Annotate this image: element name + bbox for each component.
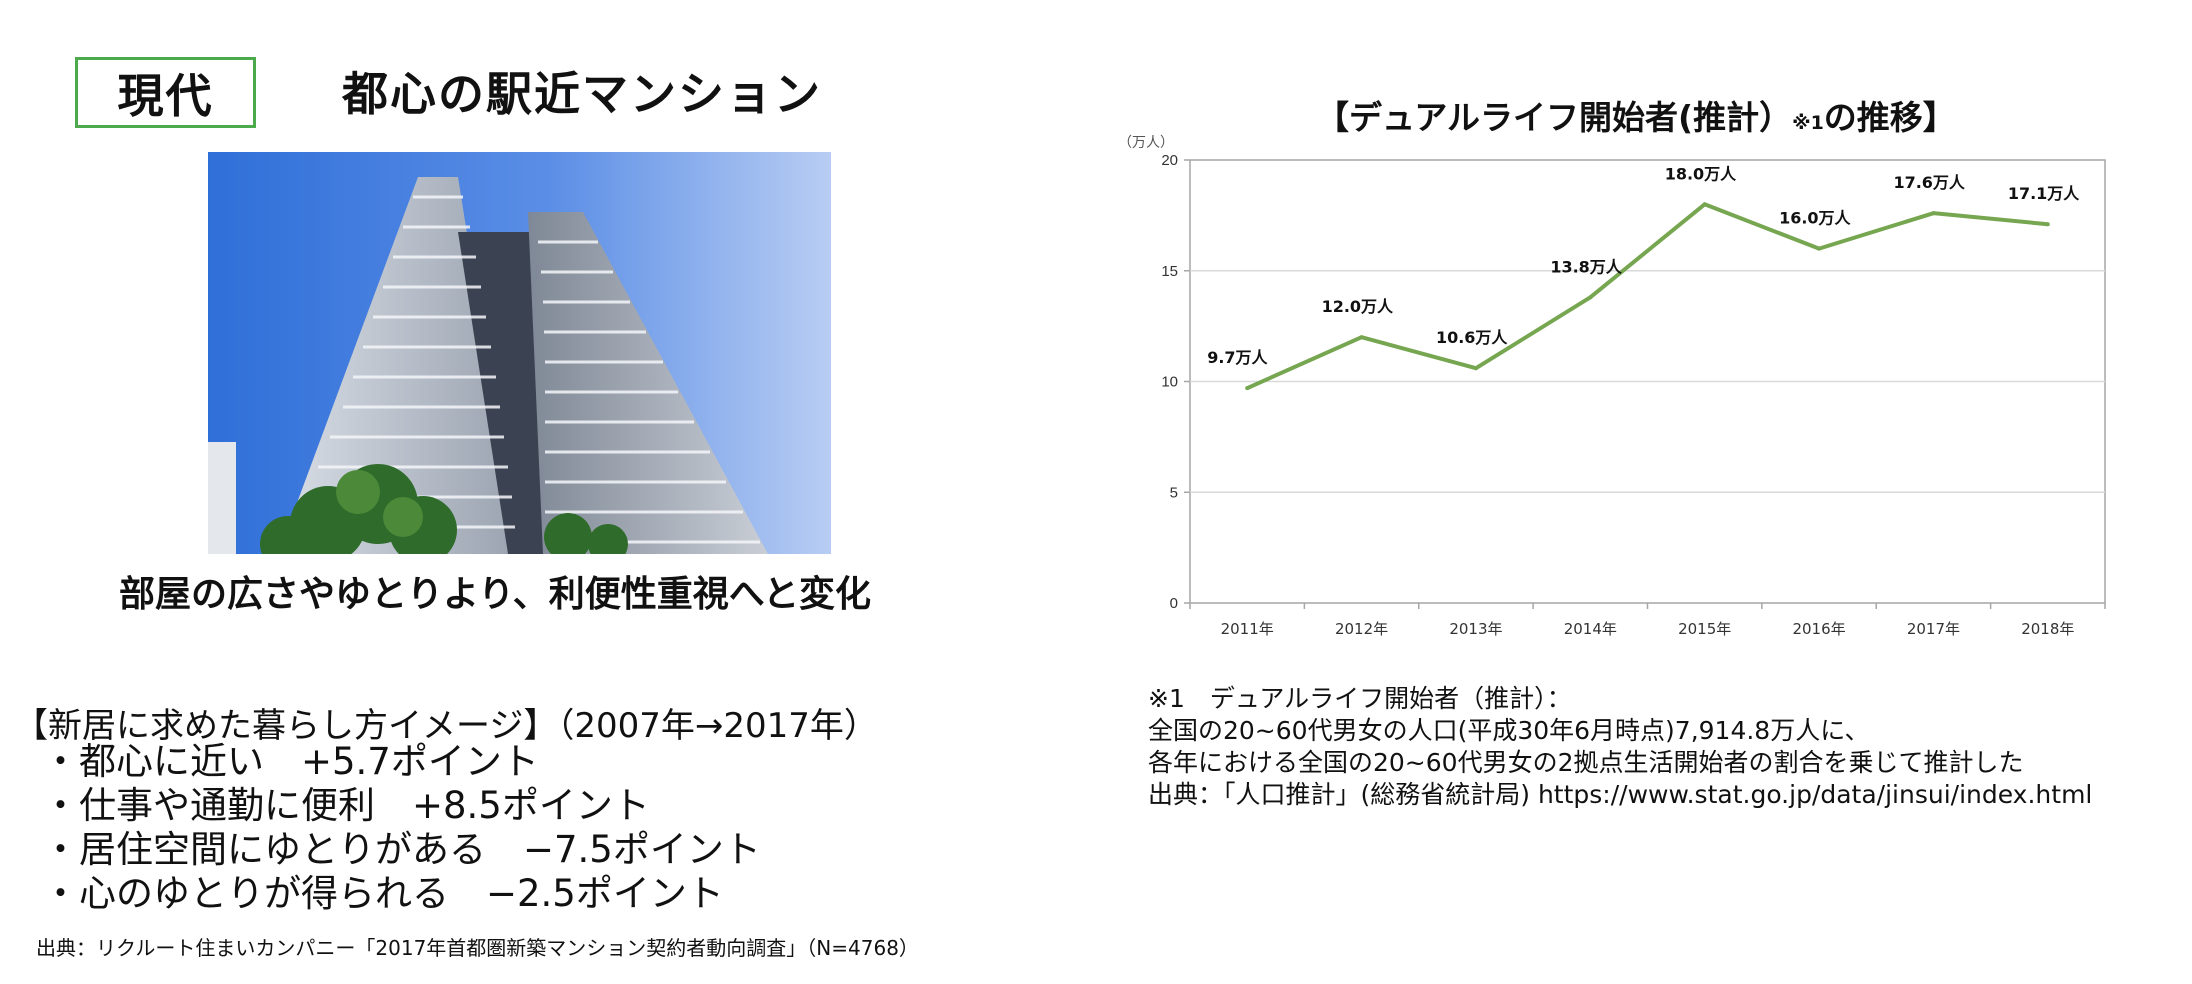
chart-title: 【デュアルライフ開始者(推計）※1の推移】 [1316,91,1956,139]
x-tick-label: 2018年 [2021,620,2074,638]
data-point [1245,386,1250,391]
data-label: 17.1万人 [2008,184,2080,203]
chart-notes: ※1 デュアルライフ開始者（推計）： 全国の20~60代男女の人口(平成30年6… [1148,683,2092,811]
x-tick-label: 2011年 [1221,620,1274,638]
data-point [1702,202,1707,207]
line-chart: 0 5 10 15 20（万人） 2011年 2012年 2013年 2014年 2015年 201… [1118,135,2106,638]
data-label: 16.0万人 [1779,209,1851,228]
note-line-4: 出典：「人口推計」(総務省統計局) https://www.stat.go.jp… [1148,780,2093,809]
y-tick-label: 20 [1161,152,1178,169]
list-item: ・居住空間にゆとりがある −7.5ポイント [42,828,761,871]
era-label: 現代 [117,68,214,123]
tower-mansion-photo [208,152,831,554]
note-line-2: 全国の20~60代男女の人口(平成30年6月時点)7,914.8万人に、 [1148,716,1870,745]
x-tick-label: 2014年 [1564,620,1617,638]
list-item: ・仕事や通勤に便利 +8.5ポイント [42,784,650,827]
data-label: 12.0万人 [1322,297,1394,316]
data-label: 17.6万人 [1893,173,1965,192]
y-tick-label: 10 [1161,374,1178,391]
x-tick-label: 2013年 [1449,620,1502,638]
data-label: 9.7万人 [1207,348,1268,367]
x-tick-label: 2016年 [1792,620,1845,638]
data-label: 10.6万人 [1436,328,1508,347]
survey-heading: 【新居に求めた暮らし方イメージ】（2007年→2017年） [14,706,878,746]
survey-source: 出典：リクルート住まいカンパニー「2017年首都圏新築マンション契約者動向調査」… [36,936,919,960]
data-label: 13.8万人 [1550,257,1622,276]
chart-title-end: の推移】 [1823,98,1956,137]
data-point [1817,246,1822,251]
chart-title-note: ※1 [1792,112,1824,134]
era-label-box: 現代 [75,57,256,128]
list-item: ・都心に近い +5.7ポイント [42,740,539,783]
chart-title-main: 【デュアルライフ開始者(推計） [1316,98,1793,137]
photo-caption: 部屋の広さやゆとりより、利便性重視へと変化 [118,574,872,615]
data-point [1588,295,1593,300]
note-line-3: 各年における全国の20~60代男女の2拠点生活開始者の割合を乗じて推計した [1148,748,2024,777]
y-tick-label: 5 [1170,484,1178,501]
series-line [1246,202,2049,390]
data-point [1931,211,1936,216]
data-point [1473,366,1478,371]
section-title: 都心の駅近マンション [342,67,822,121]
x-tick-label: 2012年 [1335,620,1388,638]
y-axis-unit-label: （万人） [1118,135,1174,151]
x-tick-label: 2015年 [1678,620,1731,638]
y-tick-label: 0 [1170,595,1178,612]
note-line-1: ※1 デュアルライフ開始者（推計）： [1148,684,1572,713]
list-item: ・心のゆとりが得られる −2.5ポイント [42,872,724,915]
survey-list: ・都心に近い +5.7ポイント ・仕事や通勤に便利 +8.5ポイント ・居住空間… [42,740,761,916]
data-label: 18.0万人 [1665,164,1737,183]
data-point [1359,335,1364,340]
y-tick-label: 15 [1161,263,1178,280]
data-point [2045,222,2050,227]
x-tick-label: 2017年 [1907,620,1960,638]
